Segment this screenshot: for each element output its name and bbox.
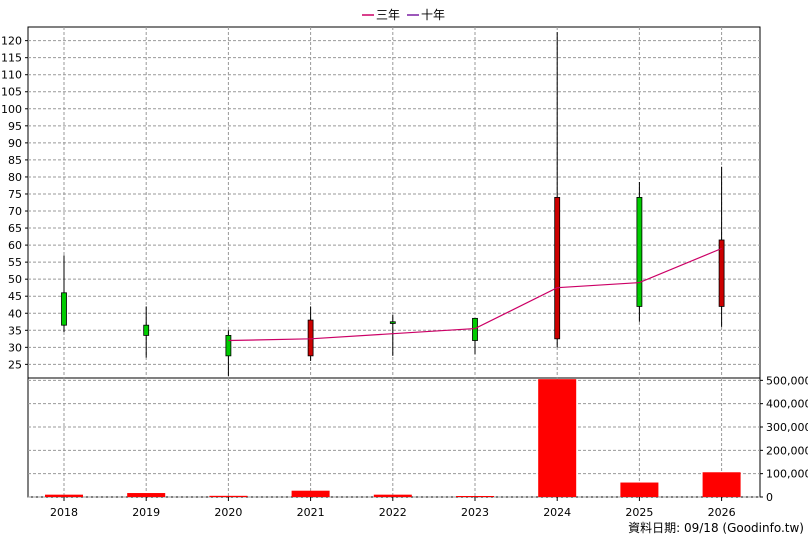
moving-average-lines [228, 247, 722, 342]
legend: 三年 十年 [362, 8, 445, 22]
candle-body [389, 321, 396, 324]
price-tick-label: 65 [8, 222, 22, 235]
price-tick-label: 75 [8, 188, 22, 201]
year-tick-label: 2026 [708, 506, 736, 519]
year-tick-label: 2025 [625, 506, 653, 519]
candle-body [307, 319, 314, 357]
volume-tick-label: 100,000 [766, 468, 808, 481]
volume-axis: 0 100,000 200,000 300,000 400,000 500,000 [760, 374, 808, 504]
volume-tick-label: 400,000 [766, 398, 808, 411]
legend-label-10y: 十年 [421, 8, 445, 22]
price-tick-label: 80 [8, 171, 22, 184]
volume-bar [291, 490, 330, 497]
price-tick-label: 95 [8, 120, 22, 133]
year-tick-label: 2020 [214, 506, 242, 519]
volume-tick-label: 300,000 [766, 421, 808, 434]
price-tick-label: 90 [8, 137, 22, 150]
volume-bar [538, 379, 577, 497]
volume-bar [456, 496, 494, 497]
price-tick-label: 105 [1, 86, 22, 99]
candle-body [554, 196, 561, 340]
volume-plot-area [27, 377, 761, 498]
price-tick-label: 60 [8, 239, 22, 252]
volume-tick-label: 500,000 [766, 374, 808, 387]
legend-label-3y: 三年 [376, 8, 400, 22]
volume-bar [209, 495, 248, 497]
volume-tick-label: 200,000 [766, 444, 808, 457]
price-tick-label: 25 [8, 358, 22, 371]
price-tick-label: 70 [8, 205, 22, 218]
price-tick-label: 100 [1, 103, 22, 116]
year-tick-label: 2021 [297, 506, 325, 519]
year-tick-label: 2024 [543, 506, 571, 519]
year-axis: 2018 2019 2020 2021 2022 2023 2024 2025 2026 [50, 497, 736, 519]
volume-bar [373, 494, 412, 497]
price-tick-label: 50 [8, 273, 22, 286]
price-tick-label: 35 [8, 324, 22, 337]
price-tick-label: 85 [8, 154, 22, 167]
volume-bar [702, 472, 741, 497]
price-plot-area [27, 26, 761, 379]
volume-grid [28, 378, 760, 498]
data-date-footer: 資料日期: 09/18 (Goodinfo.tw) [628, 521, 804, 535]
candlesticks [61, 32, 725, 377]
price-tick-label: 45 [8, 290, 22, 303]
price-tick-label: 110 [1, 69, 22, 82]
candle-body [718, 239, 725, 307]
year-tick-label: 2018 [50, 506, 78, 519]
volume-bar [45, 494, 83, 497]
candle-body [472, 317, 478, 341]
volume-tick-label: 0 [766, 491, 773, 504]
candle-body [61, 292, 67, 326]
year-tick-label: 2022 [379, 506, 407, 519]
price-tick-label: 55 [8, 256, 22, 269]
volume-bar [620, 482, 659, 497]
candle-body [225, 335, 232, 357]
price-tick-label: 115 [1, 52, 22, 65]
price-grid [28, 27, 760, 378]
price-axis: 25 30 35 40 45 50 55 60 65 70 75 80 85 90 95 100 105 110 1… [1, 35, 28, 371]
price-tick-label: 120 [1, 35, 22, 48]
candle-body [636, 196, 643, 307]
price-tick-label: 30 [8, 341, 22, 354]
series-line-3y [228, 247, 722, 342]
volume-bar [127, 493, 166, 497]
volume-bars [45, 379, 741, 497]
year-tick-label: 2019 [132, 506, 160, 519]
candle-body [143, 324, 150, 336]
year-tick-label: 2023 [461, 506, 489, 519]
price-tick-label: 40 [8, 307, 22, 320]
